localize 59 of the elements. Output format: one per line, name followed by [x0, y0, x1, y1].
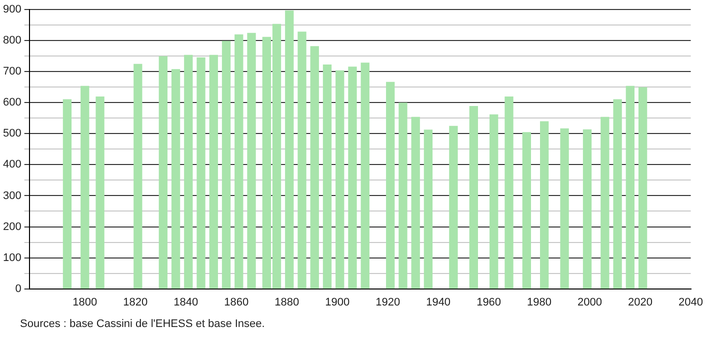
bar: [582, 129, 592, 289]
x-tick-label: 1960: [476, 296, 502, 308]
bar: [196, 57, 206, 289]
x-tick-label: 1800: [72, 296, 98, 308]
bar: [348, 66, 357, 289]
bar: [134, 64, 142, 289]
bar: [184, 54, 193, 289]
y-tick-label: 600: [2, 96, 22, 109]
bar: [490, 114, 498, 289]
y-tick-label: 0: [15, 282, 22, 295]
bar: [504, 96, 514, 289]
bar: [285, 10, 294, 289]
bar: [522, 132, 532, 289]
bar: [626, 86, 635, 289]
bar: [247, 32, 256, 289]
y-tick-label: 200: [2, 220, 22, 233]
x-tick-label: 1980: [527, 296, 552, 308]
bar: [322, 64, 332, 289]
bar: [638, 87, 648, 289]
y-tick-label: 300: [2, 190, 22, 202]
x-tick-label: 1840: [174, 296, 198, 308]
bar: [398, 102, 408, 289]
x-tick-label: 1900: [325, 296, 350, 308]
y-tick-label: 400: [2, 158, 22, 171]
x-tick-label: 1880: [274, 296, 300, 308]
bar: [80, 86, 90, 289]
x-tick-label: 2040: [678, 296, 704, 308]
y-tick-label: 800: [2, 34, 22, 47]
bar: [96, 96, 104, 289]
bar: [298, 32, 306, 289]
bar: [310, 46, 319, 289]
bar: [469, 106, 478, 289]
source-note: Sources : base Cassini de l'EHESS et base Insee.: [20, 318, 266, 330]
bar: [171, 69, 180, 289]
bar: [600, 116, 610, 289]
x-tick-label: 1860: [224, 296, 249, 308]
bar: [62, 99, 72, 289]
bar: [209, 54, 218, 289]
y-tick-label: 500: [2, 128, 22, 140]
bar: [540, 121, 549, 289]
bar: [234, 34, 244, 289]
x-tick-label: 2020: [628, 296, 653, 308]
x-tick-label: 1820: [123, 296, 148, 308]
bar: [360, 62, 370, 289]
y-tick-label: 700: [2, 66, 22, 78]
x-tick-label: 1940: [426, 296, 451, 308]
x-tick-label: 2000: [578, 296, 602, 308]
bar: [411, 116, 420, 289]
y-tick-label: 100: [2, 252, 22, 264]
y-tick-label: 900: [2, 4, 22, 16]
bar: [386, 82, 395, 289]
bar: [158, 56, 168, 289]
bar: [222, 40, 231, 289]
x-tick-label: 1920: [376, 296, 400, 308]
bar: [449, 126, 458, 289]
bar: [560, 128, 569, 289]
bar: [424, 130, 433, 289]
bar: [336, 70, 344, 289]
bar: [613, 99, 622, 289]
